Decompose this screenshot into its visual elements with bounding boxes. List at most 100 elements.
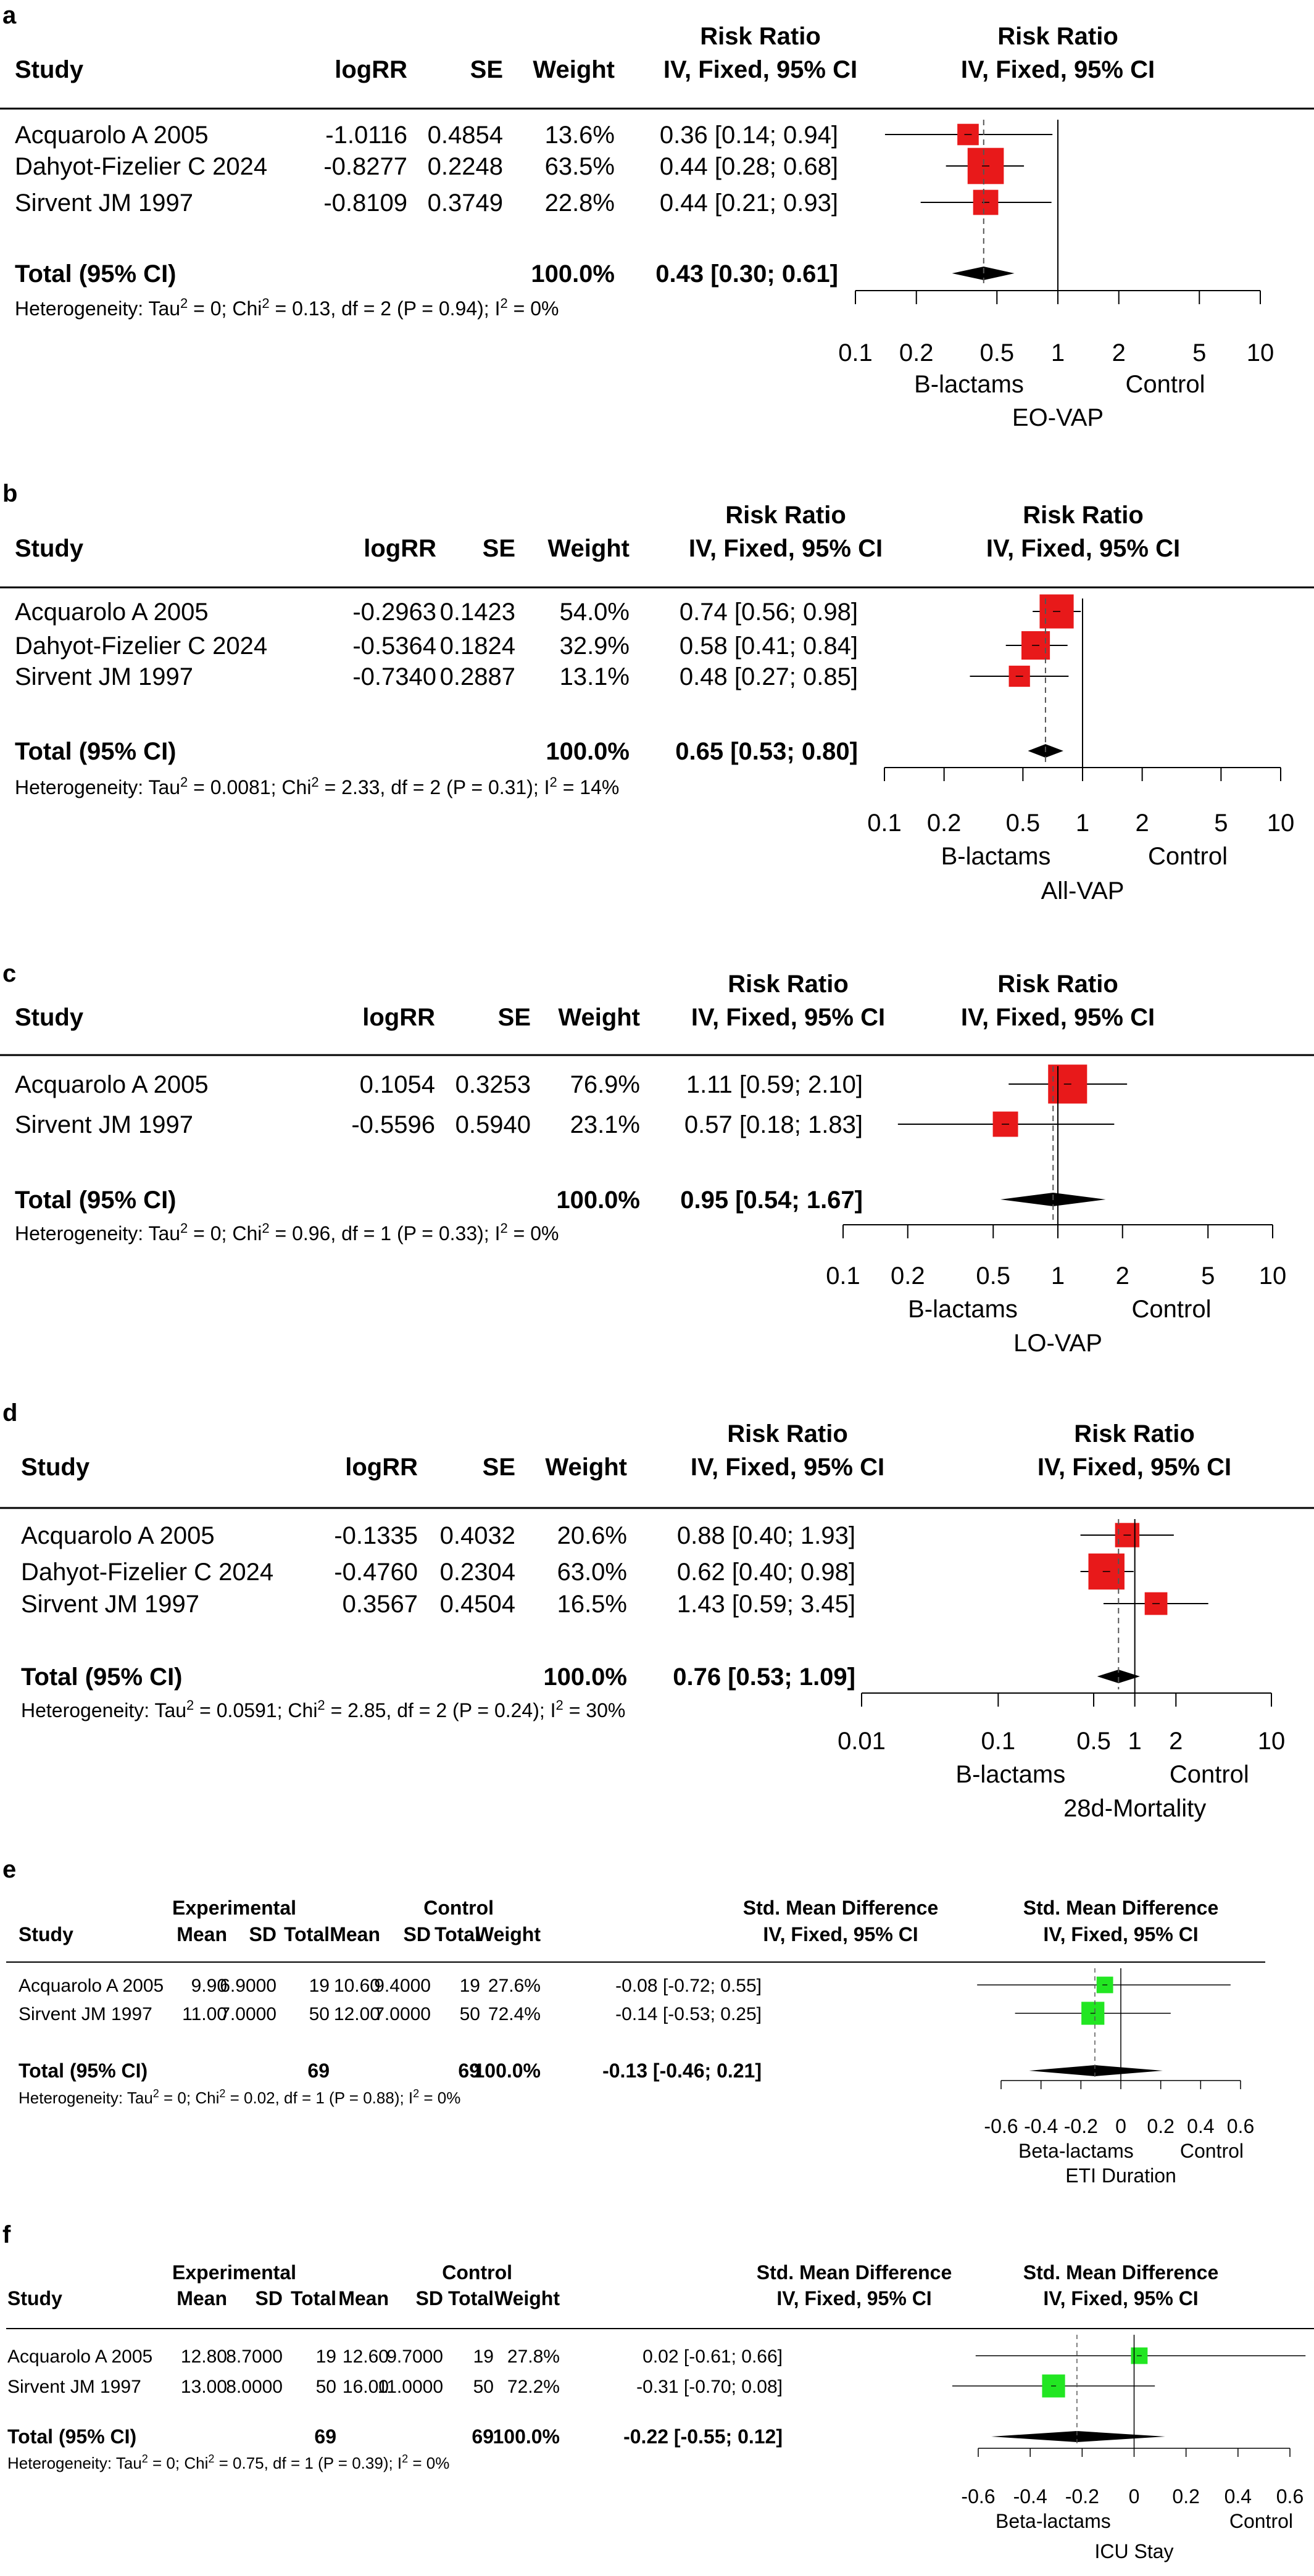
total-weight: 100.0% [531,260,615,288]
column-header-logrr: logRR [345,1454,418,1481]
study-se: 0.4854 [428,122,503,149]
total-ci: 0.76 [0.53; 1.09] [673,1663,855,1691]
column-header-study: Study [15,56,84,83]
measure-header: Std. Mean Difference [757,2261,952,2284]
favours-right-label: Control [1126,371,1205,398]
study-ctl-mean: 16.00 [343,2377,389,2397]
study-ci: 0.88 [0.40; 1.93] [677,1522,855,1549]
study-weight: 20.6% [557,1522,627,1549]
total-weight: 100.0% [546,738,630,765]
column-header-se: SE [483,535,515,562]
study-logrr: -0.7340 [352,663,436,690]
study-exp-total: 19 [316,2346,336,2367]
study-exp-total: 19 [309,1976,330,1996]
column-header-exp-mean: Mean [177,1923,227,1945]
column-header-ctl-total: Total [435,1923,480,1945]
study-ctl-mean: 12.00 [334,2004,380,2024]
study-name: Sirvent JM 1997 [15,663,193,690]
x-tick-label: 0.2 [899,339,934,367]
study-ctl-total: 19 [473,2346,494,2367]
study-weight: 63.5% [545,153,615,180]
total-ci: -0.13 [-0.46; 0.21] [602,2060,762,2082]
study-weight: 27.8% [507,2346,560,2367]
outcome-label: All-VAP [1041,877,1125,905]
favours-left-label: Beta-lactams [996,2510,1111,2532]
column-header-study: Study [15,1004,84,1031]
column-header-ctl-sd: SD [416,2287,443,2309]
study-weight: 72.2% [507,2377,560,2397]
study-ctl-sd: 11.0000 [378,2377,443,2397]
method-header: IV, Fixed, 95% CI [691,1004,885,1031]
favours-left-label: Beta-lactams [1018,2140,1134,2162]
plot-method-header: IV, Fixed, 95% CI [961,1004,1155,1031]
study-ci: 0.74 [0.56; 0.98] [680,598,858,626]
study-ci: 0.44 [0.21; 0.93] [660,189,838,217]
total-ci: 0.43 [0.30; 0.61] [655,260,838,288]
x-tick-label: 0.4 [1187,2115,1214,2137]
study-se: 0.3749 [428,189,503,217]
study-ci: -0.31 [-0.70; 0.08] [636,2377,783,2397]
x-tick-label: -0.2 [1065,2485,1099,2508]
x-tick-label: 1 [1128,1728,1142,1755]
study-weight: 76.9% [570,1071,640,1098]
x-tick-label: 10 [1247,339,1274,367]
study-weight: 72.4% [488,2004,541,2024]
plot-method-header: IV, Fixed, 95% CI [1043,2287,1198,2309]
study-ci: 0.57 [0.18; 1.83] [684,1111,863,1138]
x-tick-label: 0.5 [1076,1728,1111,1755]
study-weight: 13.6% [545,122,615,149]
study-ci: -0.08 [-0.72; 0.55] [615,1976,762,1996]
measure-header: Risk Ratio [725,502,846,529]
x-tick-label: 1 [1051,1262,1065,1290]
x-tick-label: 0.1 [981,1728,1016,1755]
study-ci: 1.11 [0.59; 2.10] [686,1071,863,1098]
study-se: 0.5940 [455,1111,531,1138]
study-logrr: -0.8277 [323,153,407,180]
method-header: IV, Fixed, 95% CI [763,1923,918,1945]
favours-right-label: Control [1132,1296,1212,1323]
study-ctl-sd: 7.0000 [374,2004,431,2024]
study-se: 0.3253 [455,1071,531,1098]
total-ci: 0.65 [0.53; 0.80] [675,738,858,765]
x-tick-label: 0.5 [979,339,1014,367]
column-header-study: Study [7,2287,62,2309]
column-header-exp-sd: SD [256,2287,283,2309]
x-tick-label: 5 [1201,1262,1215,1290]
outcome-label: 28d-Mortality [1063,1795,1206,1822]
column-header-exp-total: Total [291,2287,336,2309]
measure-header: Risk Ratio [700,23,821,50]
study-weight: 54.0% [560,598,630,626]
study-weight: 63.0% [557,1559,627,1586]
study-exp-mean: 11.00 [182,2004,227,2024]
study-se: 0.1824 [440,632,515,660]
study-ci: 0.62 [0.40; 0.98] [677,1559,855,1586]
column-header-logrr: logRR [335,56,407,83]
plot-method-header: IV, Fixed, 95% CI [1043,1923,1198,1945]
study-weight: 13.1% [560,663,630,690]
total-ci: -0.22 [-0.55; 0.12] [623,2425,783,2448]
x-tick-label: 0.1 [826,1262,860,1290]
plot-method-header: IV, Fixed, 95% CI [961,56,1155,83]
study-exp-total: 50 [316,2377,336,2397]
total-label: Total (95% CI) [15,738,177,765]
study-weight: 16.5% [557,1591,627,1618]
panel-a: a Study logRR SE Weight Risk Ratio IV, Fixed, … [0,2,1314,431]
x-tick-label: 0.5 [976,1262,1010,1290]
column-header-weight: Weight [545,1454,627,1481]
total-exp-total: 69 [314,2425,336,2448]
measure-header: Risk Ratio [728,971,849,998]
outcome-label: LO-VAP [1013,1330,1102,1357]
study-name: Sirvent JM 1997 [7,2377,141,2397]
study-ci: -0.14 [-0.53; 0.25] [615,2004,762,2024]
total-ctl-total: 69 [458,2060,480,2082]
x-tick-label: 0 [1115,2115,1126,2137]
study-exp-sd: 8.7000 [226,2346,283,2367]
study-logrr: -0.4760 [334,1559,418,1586]
study-ci: 0.48 [0.27; 0.85] [680,663,858,690]
heterogeneity-text: Heterogeneity: Tau2 = 0; Chi2 = 0.02, df… [19,2087,460,2107]
study-se: 0.4504 [440,1591,515,1618]
study-ctl-mean: 12.60 [343,2346,389,2367]
